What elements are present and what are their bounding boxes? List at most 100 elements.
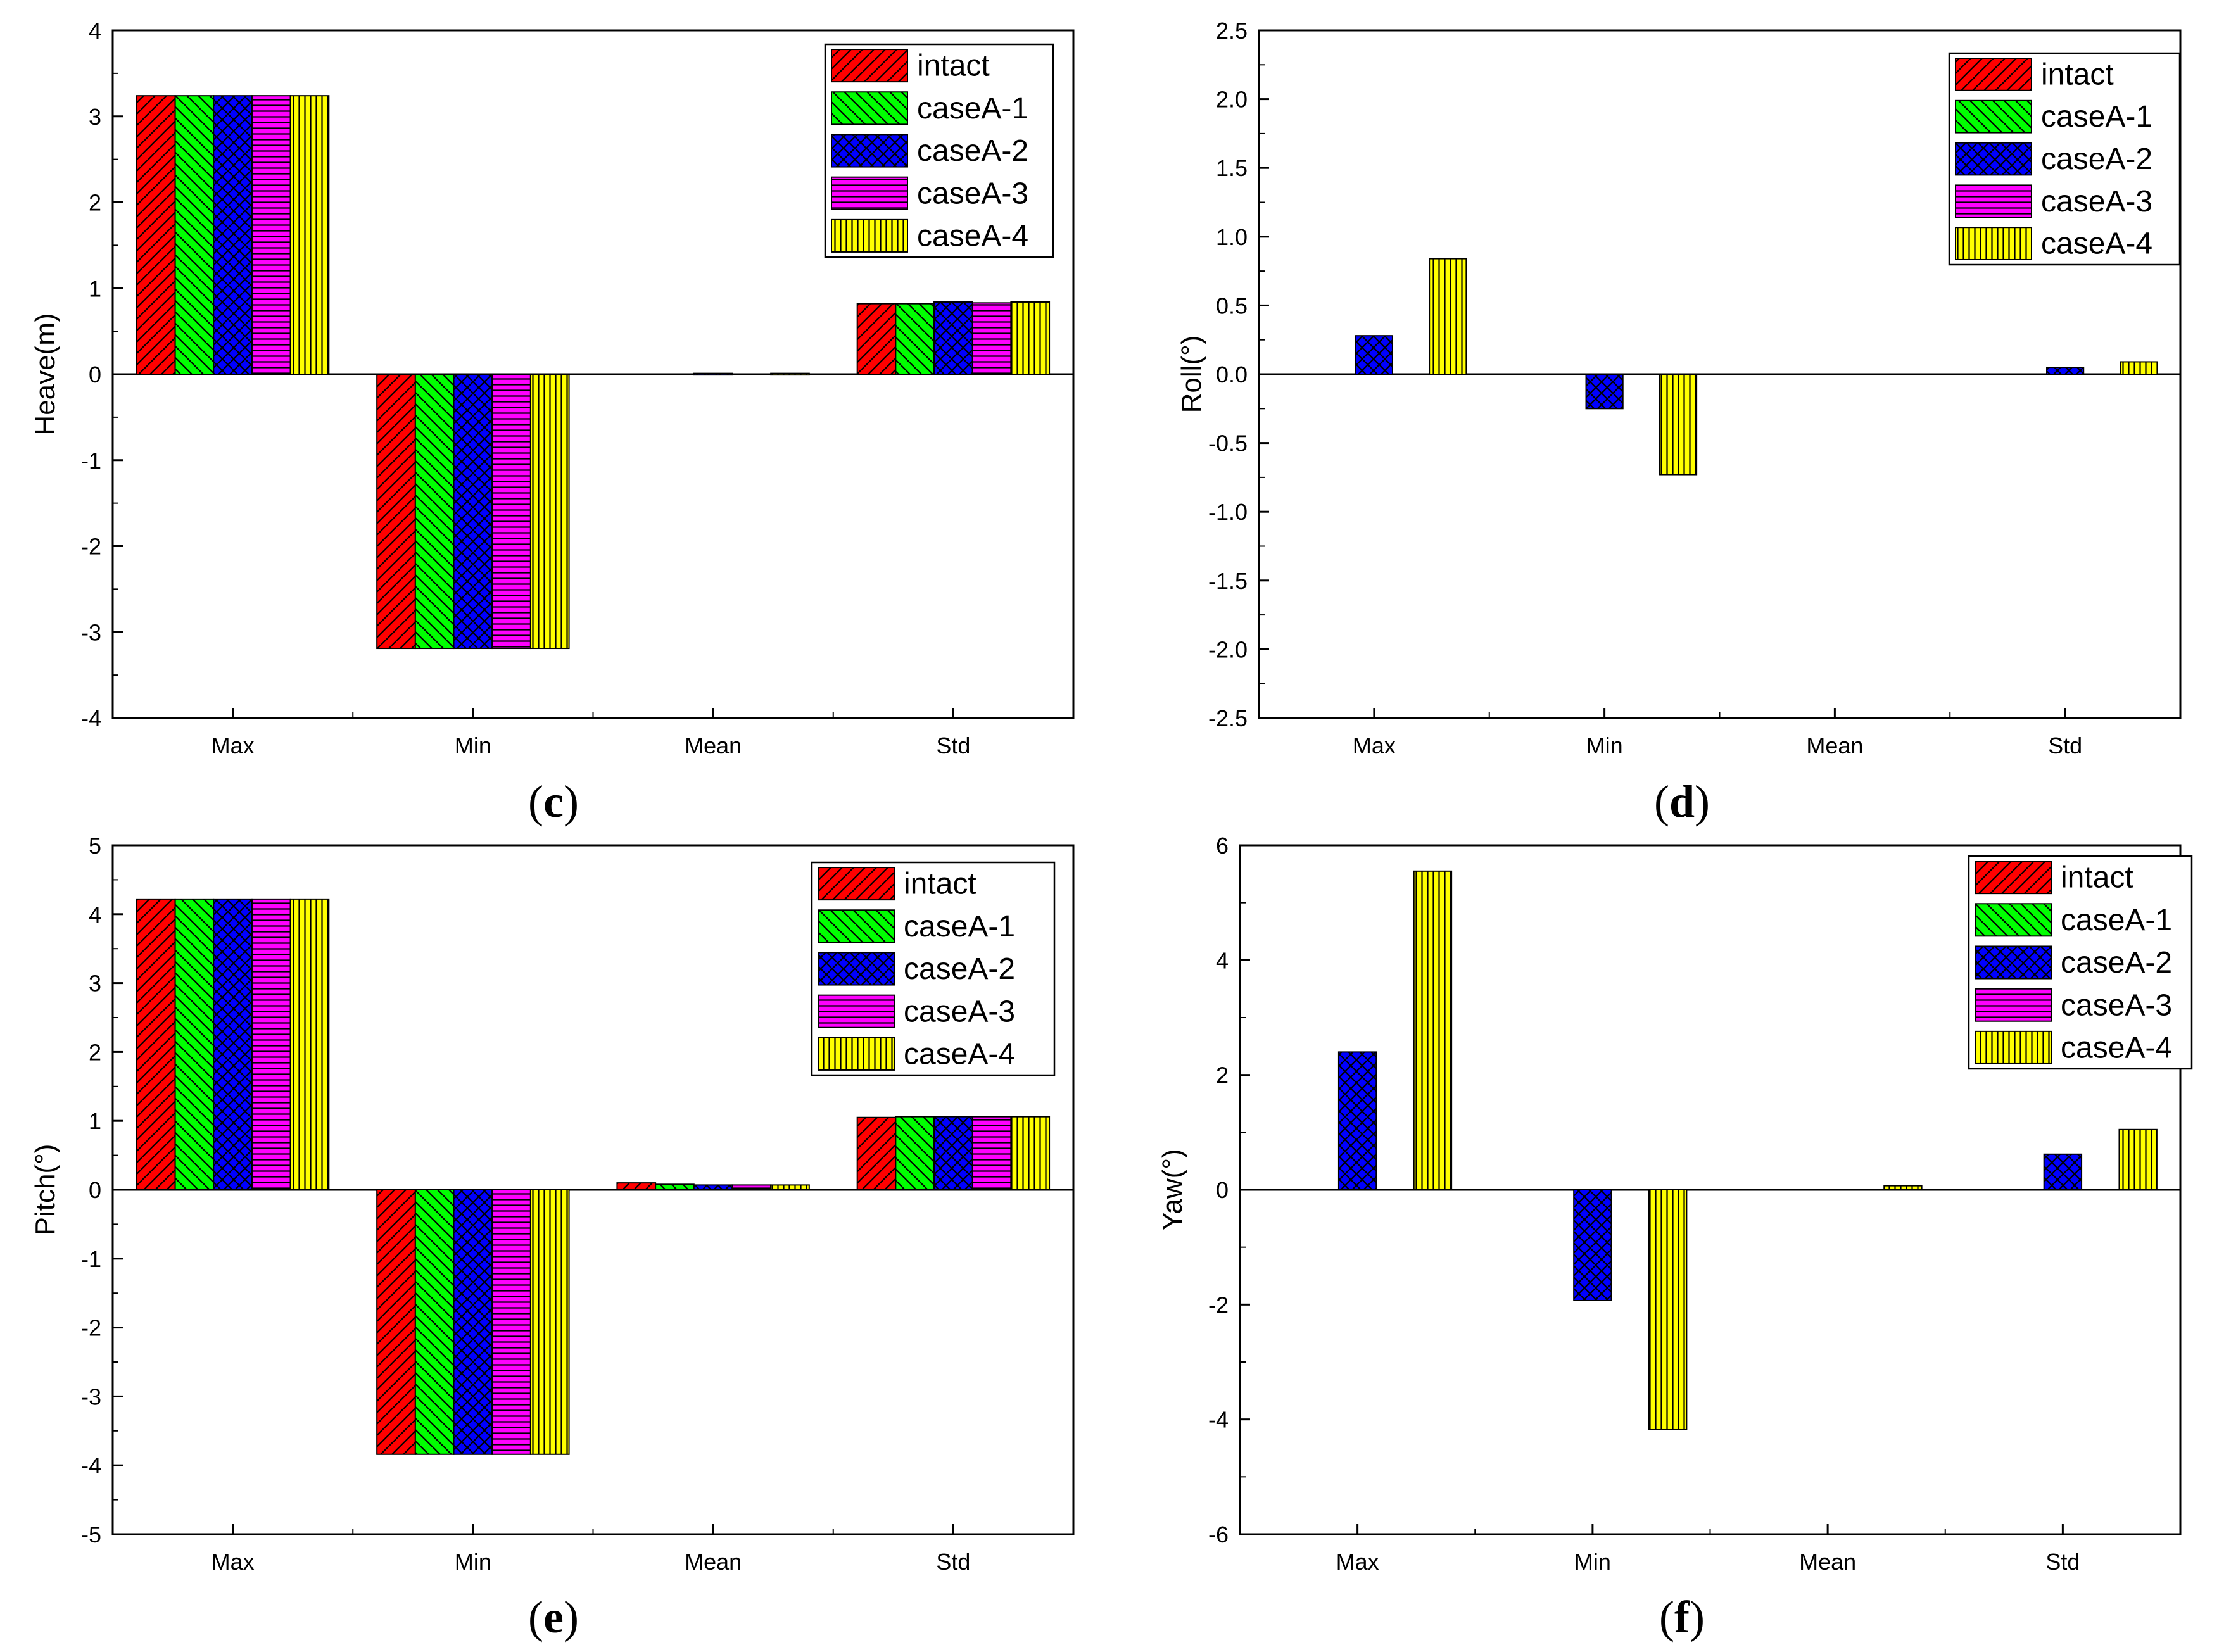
chart-panel-f: -6 -4 -2 0 2 4 6 Yaw(°) Max Min Mean Std intact caseA…: [1157, 833, 2193, 1643]
legend-swatch-caseA-1: [818, 909, 895, 943]
legend-label-caseA-2: caseA-2: [2041, 142, 2152, 176]
bar-caseA-2-mean: [693, 1184, 733, 1191]
y-tick-label: 0: [1216, 1177, 1229, 1203]
y-tick-label: 0.0: [1216, 362, 1248, 388]
x-tick-label: Std: [2045, 1549, 2080, 1575]
bar-caseA-1-std: [895, 303, 935, 375]
bar-intact-mean: [616, 1182, 657, 1190]
legend-label-intact: intact: [2041, 58, 2114, 91]
bar-caseA-2-max: [1337, 1051, 1377, 1191]
bar-caseA-3-max: [251, 898, 291, 1190]
x-tick-label: Max: [212, 1549, 255, 1575]
legend-label-caseA-1: caseA-1: [2061, 904, 2172, 937]
caption-letter: c: [543, 776, 564, 827]
x-tick-label: Mean: [1806, 733, 1863, 759]
bar-intact-min: [376, 374, 416, 650]
caption-open-paren: (: [1659, 1592, 1674, 1643]
bar-intact-max: [136, 95, 176, 375]
caption-open-paren: (: [528, 1592, 543, 1643]
y-tick-label: -6: [1208, 1522, 1229, 1548]
legend-swatch-caseA-3: [818, 994, 895, 1028]
y-tick-label: 2.5: [1216, 18, 1248, 44]
bar-caseA-4-max: [289, 95, 330, 375]
legend-label-intact: intact: [917, 49, 990, 83]
y-tick-label: 0.5: [1216, 293, 1248, 318]
bar-caseA-4-mean: [1883, 1185, 1923, 1190]
y-tick-label: 2.0: [1216, 87, 1248, 113]
x-tick-label: Std: [936, 1549, 970, 1575]
y-tick-label: -1: [81, 448, 101, 474]
legend-label-caseA-3: caseA-3: [917, 177, 1028, 210]
y-tick-label: -1.5: [1208, 568, 1248, 594]
bar-caseA-3-min: [491, 1189, 531, 1455]
legend-swatch-intact: [1955, 58, 2032, 91]
x-tick-label: Std: [936, 733, 970, 759]
bar-caseA-4-std: [1010, 301, 1051, 375]
legend-swatch-caseA-3: [1955, 184, 2032, 218]
caption-close-paren: ): [1695, 776, 1710, 827]
y-axis-title: Yaw(°): [1157, 1149, 1188, 1230]
bar-caseA-1-std: [895, 1116, 935, 1190]
bar-caseA-3-mean: [731, 1184, 772, 1191]
bar-caseA-4-min: [529, 1189, 570, 1455]
legend-swatch-caseA-1: [1955, 99, 2032, 134]
x-tick-label: Min: [1574, 1549, 1611, 1575]
caption-close-paren: ): [1690, 1592, 1705, 1643]
caption-letter: e: [543, 1592, 564, 1643]
bar-intact-std: [856, 303, 897, 375]
bar-caseA-4-max: [1429, 258, 1467, 375]
bar-caseA-4-std: [1010, 1116, 1051, 1190]
x-tick-label: Max: [1353, 733, 1396, 759]
legend-label-intact: intact: [904, 867, 976, 901]
bar-caseA-2-min: [453, 1189, 493, 1455]
bar-intact-max: [136, 898, 176, 1190]
bar-caseA-3-min: [491, 374, 531, 650]
x-tick-label: Min: [455, 733, 491, 759]
legend-label-caseA-2: caseA-2: [2061, 946, 2172, 980]
y-tick-label: 1: [89, 1108, 101, 1134]
x-tick-label: Mean: [685, 1549, 742, 1575]
bar-caseA-2-min: [453, 374, 493, 650]
y-tick-label: -2.0: [1208, 636, 1248, 662]
bar-caseA-4-min: [1659, 374, 1698, 476]
legend-swatch-intact: [1975, 861, 2052, 895]
legend-swatch-caseA-3: [831, 176, 908, 210]
legend-swatch-caseA-4: [1975, 1030, 2052, 1064]
caption-letter: d: [1669, 776, 1695, 827]
legend-label-caseA-2: caseA-2: [917, 134, 1028, 168]
caption-close-paren: ): [564, 776, 579, 827]
y-tick-label: -4: [81, 1453, 101, 1479]
bar-caseA-1-mean: [655, 1183, 695, 1191]
chart-panel-d: -2.5 -2.0 -1.5 -1.0 -0.5 0.0 0.5 1.0 1.5 2.0 2.5 Ro…: [1176, 18, 2182, 827]
y-tick-label: -4: [81, 705, 101, 731]
caption-open-paren: (: [1654, 776, 1669, 827]
y-tick-label: -3: [81, 1384, 101, 1409]
bar-caseA-4-max: [289, 898, 330, 1190]
bar-caseA-2-mean: [693, 372, 733, 376]
y-tick-label: -1.0: [1208, 499, 1248, 525]
bar-caseA-3-std: [971, 302, 1012, 375]
legend-swatch-caseA-4: [1955, 227, 2032, 260]
legend-label-caseA-2: caseA-2: [904, 952, 1015, 986]
bar-caseA-2-std: [2046, 367, 2085, 375]
chart-panel-c: -4 -3 -2 -1 0 1 2 3 4 Heave(m) Max Min Mean Std intact…: [30, 18, 1075, 827]
bar-caseA-3-max: [251, 95, 291, 375]
y-tick-label: -2.5: [1208, 705, 1248, 731]
y-tick-label: -0.5: [1208, 431, 1248, 457]
legend-label-intact: intact: [2061, 861, 2133, 895]
bar-caseA-2-max: [1355, 335, 1393, 375]
bar-caseA-2-std: [2043, 1153, 2083, 1190]
legend-swatch-caseA-1: [1975, 903, 2052, 937]
x-tick-label: Mean: [685, 733, 742, 759]
bar-caseA-2-max: [213, 95, 253, 375]
legend-swatch-intact: [831, 49, 908, 83]
x-tick-label: Std: [2048, 733, 2082, 759]
y-tick-label: 6: [1216, 833, 1229, 859]
y-tick-label: -1: [81, 1246, 101, 1272]
bar-caseA-2-min: [1573, 1189, 1612, 1301]
x-tick-label: Mean: [1799, 1549, 1856, 1575]
panel-caption: (d): [1654, 776, 1710, 827]
y-tick-label: 5: [89, 833, 101, 859]
y-tick-label: 2: [1216, 1062, 1229, 1088]
y-tick-label: -2: [81, 1315, 101, 1341]
